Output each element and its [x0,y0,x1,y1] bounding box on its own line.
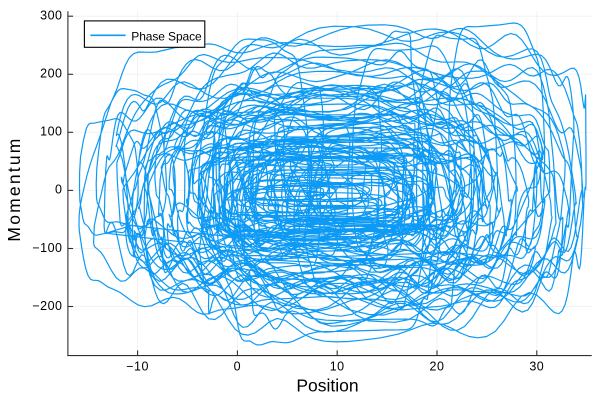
svg-text:20: 20 [430,359,445,373]
svg-text:0: 0 [234,359,241,373]
svg-text:10: 10 [330,359,345,373]
svg-text:200: 200 [40,67,62,81]
svg-text:100: 100 [40,125,62,139]
svg-text:−100: −100 [32,241,62,255]
svg-text:−200: −200 [32,299,62,313]
svg-text:30: 30 [529,359,544,373]
svg-text:0: 0 [55,183,62,197]
svg-text:300: 300 [40,8,62,22]
svg-text:Phase Space: Phase Space [131,29,202,43]
svg-text:−10: −10 [126,359,149,373]
svg-text:Position: Position [296,376,358,396]
svg-text:Momentum: Momentum [4,136,24,241]
